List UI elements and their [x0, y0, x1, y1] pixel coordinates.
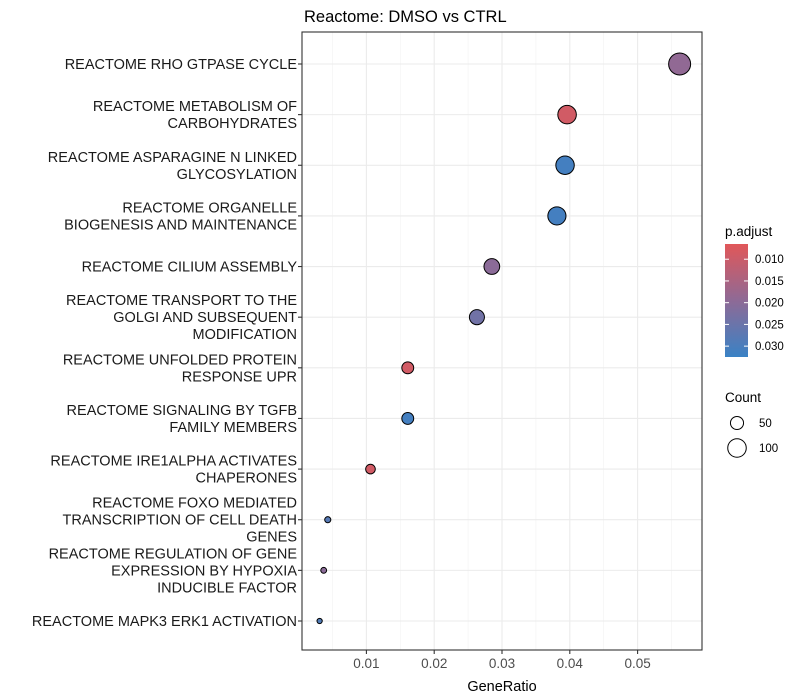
- y-tick-label: REACTOME ORGANELLE BIOGENESIS AND MAINTEN…: [64, 200, 297, 233]
- size-legend-label: 100: [759, 443, 778, 455]
- data-point: [557, 104, 577, 125]
- color-legend-title: p.adjust: [725, 224, 773, 239]
- x-tick-label: 0.02: [421, 656, 447, 671]
- size-legend-label: 50: [759, 418, 772, 430]
- data-point: [555, 155, 575, 175]
- y-tick-label: REACTOME TRANSPORT TO THE GOLGI AND SUBSE…: [66, 293, 297, 343]
- size-legend-title: Count: [725, 390, 761, 405]
- x-axis-title: GeneRatio: [467, 679, 536, 695]
- y-tick-label: REACTOME MAPK3 ERK1 ACTIVATION: [32, 614, 297, 630]
- x-axis: 0.01 0.02 0.03 0.04 0.05: [353, 650, 651, 671]
- data-points: [316, 52, 692, 625]
- y-tick-label: REACTOME IRE1ALPHA ACTIVATES CHAPERONES: [50, 454, 297, 487]
- data-point: [320, 566, 328, 574]
- size-legend-items: 50 100: [727, 415, 778, 458]
- y-tick-label: REACTOME CILIUM ASSEMBLY: [82, 260, 298, 276]
- y-tick-label: REACTOME REGULATION OF GENE EXPRESSION BY…: [49, 546, 298, 596]
- chart-title: Reactome: DMSO vs CTRL: [304, 8, 507, 26]
- data-point: [468, 309, 485, 326]
- y-tick-label: REACTOME METABOLISM OF CARBOHYDRATES: [93, 99, 297, 132]
- data-point: [401, 361, 415, 375]
- data-point: [365, 463, 376, 475]
- data-point: [324, 516, 332, 524]
- x-tick-label: 0.04: [557, 656, 584, 671]
- x-tick-label: 0.01: [353, 656, 379, 671]
- color-legend-label: 0.020: [755, 298, 784, 310]
- color-legend-label: 0.025: [755, 319, 784, 331]
- color-legend-label: 0.015: [755, 276, 784, 288]
- color-legend-bar: [725, 244, 748, 357]
- plot-area: 0.01 0.02 0.03 0.04 0.05 REACTOME RHO GTPASE…: [32, 31, 703, 671]
- size-legend-circle: [729, 415, 745, 431]
- x-tick-label: 0.05: [624, 656, 650, 671]
- color-legend-ticks: 0.010 0.015 0.020 0.025 0.030: [725, 254, 784, 353]
- y-tick-label: REACTOME UNFOLDED PROTEIN RESPONSE UPR: [63, 352, 297, 385]
- y-tick-label: REACTOME SIGNALING BY TGFB FAMILY MEMBERS: [67, 403, 297, 436]
- data-point: [316, 617, 323, 625]
- gridlines: [302, 32, 702, 650]
- legend: p.adjust 0.010 0.015 0.020 0.025 0.030 Count…: [725, 224, 784, 458]
- size-legend-circle: [727, 438, 747, 458]
- data-point: [401, 412, 415, 425]
- color-legend-label: 0.030: [755, 341, 784, 353]
- y-tick-label: REACTOME FOXO MEDIATED TRANSCRIPTION OF C…: [63, 496, 297, 546]
- data-point: [668, 52, 692, 76]
- y-tick-label: REACTOME ASPARAGINE N LINKED GLYCOSYLATIO…: [48, 150, 297, 183]
- y-axis: REACTOME RHO GTPASE CYCLE REACTOME METABO…: [32, 57, 302, 630]
- color-legend-label: 0.010: [755, 254, 784, 266]
- data-point: [483, 258, 501, 275]
- data-point: [547, 206, 567, 226]
- x-tick-label: 0.03: [489, 656, 515, 671]
- y-tick-label: REACTOME RHO GTPASE CYCLE: [65, 57, 298, 73]
